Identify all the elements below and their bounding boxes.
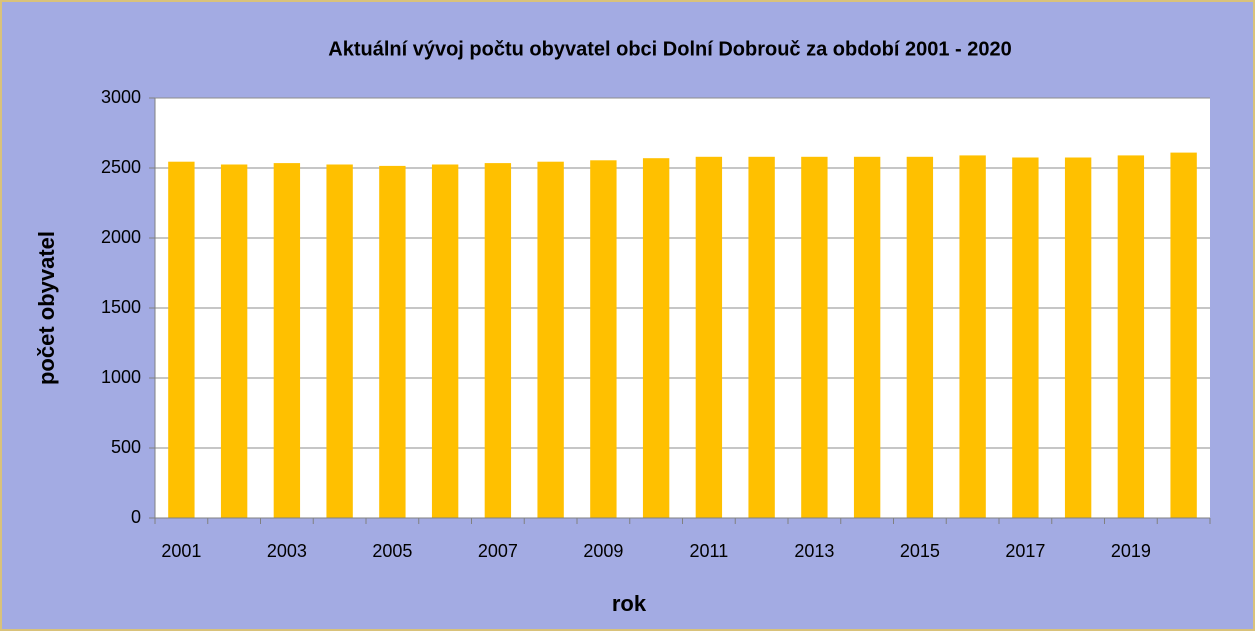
x-tick-label: 2017 — [1005, 541, 1045, 561]
chart-title: Aktuální vývoj počtu obyvatel obci Dolní… — [328, 38, 1011, 60]
x-tick-label: 2007 — [478, 541, 518, 561]
bar — [537, 161, 564, 518]
bar — [748, 156, 775, 519]
x-tick-label: 2001 — [161, 541, 201, 561]
y-tick-label: 2500 — [101, 157, 141, 177]
bar — [695, 156, 723, 519]
y-tick-label: 1500 — [101, 297, 141, 317]
x-tick-label: 2019 — [1111, 541, 1151, 561]
bar — [168, 161, 195, 518]
bar — [273, 163, 301, 518]
bar — [906, 156, 934, 519]
bar — [590, 160, 617, 519]
bar — [431, 164, 459, 518]
bar — [959, 155, 986, 518]
y-tick-label: 0 — [131, 507, 141, 527]
x-tick-label: 2009 — [583, 541, 623, 561]
bar — [801, 156, 828, 519]
x-tick-label: 2005 — [372, 541, 412, 561]
x-tick-label: 2015 — [900, 541, 940, 561]
bar — [642, 158, 670, 518]
bar — [326, 164, 353, 518]
bar — [1064, 157, 1092, 518]
bar — [220, 164, 248, 518]
x-tick-label: 2011 — [690, 541, 729, 561]
bar — [484, 163, 512, 518]
x-axis-label: rok — [612, 591, 647, 616]
bar — [1012, 157, 1039, 518]
x-tick-label: 2013 — [794, 541, 834, 561]
bar — [1170, 152, 1197, 518]
y-axis-label: počet obyvatel — [34, 231, 59, 385]
y-tick-label: 3000 — [101, 87, 141, 107]
y-tick-label: 2000 — [101, 227, 141, 247]
bar — [853, 156, 881, 519]
bar — [379, 165, 406, 518]
x-tick-label: 2003 — [267, 541, 307, 561]
y-tick-label: 500 — [111, 437, 141, 457]
y-tick-label: 1000 — [101, 367, 141, 387]
bar — [1117, 155, 1145, 518]
